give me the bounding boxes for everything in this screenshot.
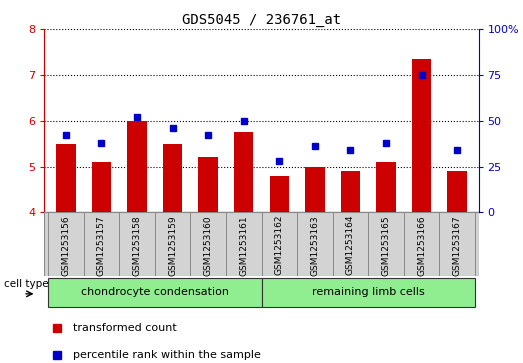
Bar: [48, 212, 84, 276]
Bar: [226, 212, 262, 276]
Bar: [163, 144, 183, 212]
Text: GSM1253157: GSM1253157: [97, 215, 106, 276]
Bar: [48, 277, 262, 307]
Bar: [368, 212, 404, 276]
Text: cell type: cell type: [4, 279, 48, 289]
Bar: [376, 162, 396, 212]
Text: GSM1253158: GSM1253158: [132, 215, 141, 276]
Bar: [305, 167, 325, 212]
Bar: [198, 158, 218, 212]
Bar: [92, 162, 111, 212]
Text: chondrocyte condensation: chondrocyte condensation: [81, 286, 229, 297]
Text: GSM1253159: GSM1253159: [168, 215, 177, 276]
Text: GSM1253167: GSM1253167: [453, 215, 462, 276]
Bar: [412, 59, 431, 212]
Bar: [234, 132, 254, 212]
Bar: [439, 212, 475, 276]
Bar: [447, 171, 467, 212]
Title: GDS5045 / 236761_at: GDS5045 / 236761_at: [182, 13, 341, 26]
Text: GSM1253164: GSM1253164: [346, 215, 355, 276]
Text: transformed count: transformed count: [73, 323, 176, 333]
Bar: [119, 212, 155, 276]
Text: remaining limb cells: remaining limb cells: [312, 286, 425, 297]
Bar: [269, 176, 289, 212]
Bar: [262, 277, 475, 307]
Bar: [262, 212, 297, 276]
Text: GSM1253165: GSM1253165: [382, 215, 391, 276]
Bar: [56, 144, 76, 212]
Text: GSM1253166: GSM1253166: [417, 215, 426, 276]
Text: GSM1253160: GSM1253160: [203, 215, 213, 276]
Bar: [127, 121, 147, 212]
Bar: [404, 212, 439, 276]
Text: GSM1253162: GSM1253162: [275, 215, 284, 276]
Text: percentile rank within the sample: percentile rank within the sample: [73, 350, 260, 360]
Bar: [340, 171, 360, 212]
Bar: [297, 212, 333, 276]
Bar: [155, 212, 190, 276]
Text: GSM1253161: GSM1253161: [239, 215, 248, 276]
Bar: [84, 212, 119, 276]
Bar: [333, 212, 368, 276]
Text: GSM1253163: GSM1253163: [310, 215, 320, 276]
Text: GSM1253156: GSM1253156: [61, 215, 70, 276]
Bar: [190, 212, 226, 276]
